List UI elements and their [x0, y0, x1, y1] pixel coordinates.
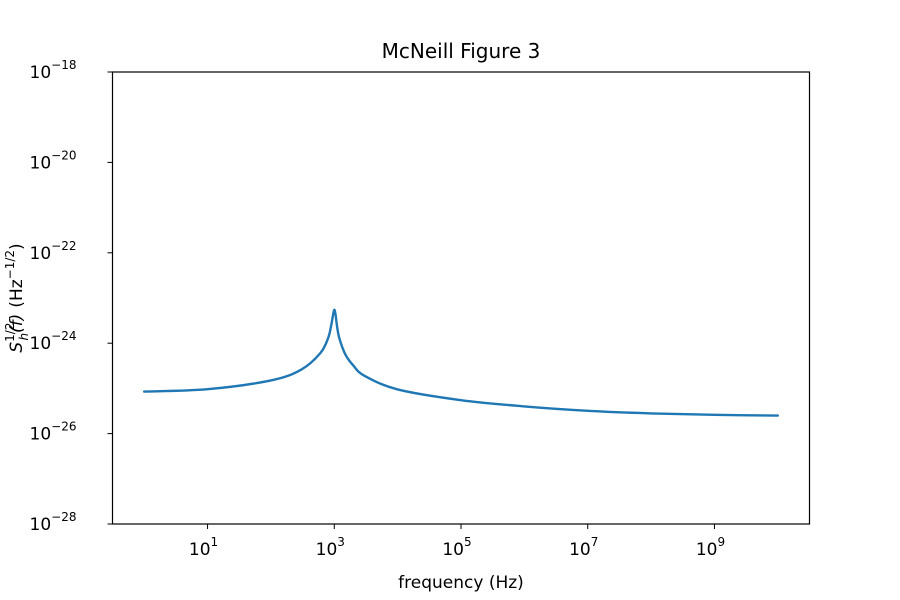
chart-title: McNeill Figure 3 [382, 39, 541, 63]
y-axis-label: S1/2h(f) (Hz−1/2) [3, 243, 31, 352]
y-label-base: S [7, 342, 27, 353]
y-tick-label: 10−22 [30, 239, 77, 264]
y-tick-label: 10−26 [30, 420, 77, 445]
x-tick-label: 101 [189, 535, 218, 560]
y-label-unit-suffix: ) [7, 243, 27, 250]
x-tick-label: 103 [316, 535, 345, 560]
y-tick-label: 10−28 [30, 510, 77, 535]
y-tick-label: 10−24 [30, 329, 77, 354]
x-axis-label: frequency (Hz) [398, 573, 524, 593]
y-label-sub: h [17, 333, 31, 341]
series-line [142, 308, 780, 417]
y-tick-label: 10−18 [30, 58, 77, 83]
y-tick-label: 10−20 [30, 148, 77, 173]
y-label-unit-sup: −1/2 [3, 250, 17, 279]
x-tick-label: 109 [696, 535, 725, 560]
plot-frame [111, 71, 811, 525]
tick-group: 101 103 105 107 109 10−28 10−26 10−24 10−22 10−20… [30, 58, 726, 560]
x-tick-label: 105 [442, 535, 471, 560]
y-label-func: (f) [7, 314, 27, 333]
x-tick-label: 107 [569, 535, 598, 560]
y-label-unit-prefix: (Hz [7, 279, 27, 307]
y-label-sup: 1/2 [3, 323, 17, 342]
